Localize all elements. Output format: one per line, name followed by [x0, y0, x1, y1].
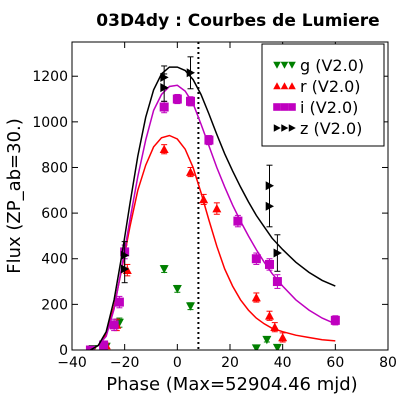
x-tick-label: 0 [173, 355, 182, 371]
r-band-point [265, 311, 274, 320]
z-band-point [265, 201, 274, 211]
y-tick-label: 1200 [32, 69, 68, 85]
i-band-point [233, 216, 243, 226]
legend-marker-r [280, 82, 289, 90]
g-band-point [262, 335, 272, 345]
x-tick-label: 60 [326, 355, 344, 371]
y-tick-label: 800 [41, 160, 68, 176]
x-tick-label: 20 [221, 355, 239, 371]
legend-marker-g [288, 61, 296, 69]
legend-marker-i [288, 103, 296, 111]
i-band-point [159, 102, 169, 112]
plot-inner [85, 42, 340, 350]
legend-label-z: z (V2.0) [300, 119, 362, 138]
i-band-point [85, 345, 95, 350]
r-band-point [278, 332, 288, 342]
x-tick-label: 40 [274, 355, 292, 371]
legend-label-i: i (V2.0) [300, 98, 358, 117]
legend-marker-g [280, 61, 289, 69]
y-tick-label: 0 [59, 343, 68, 359]
x-tick-label: −20 [110, 355, 140, 371]
g-band-point [172, 285, 182, 294]
i-band-point [114, 297, 124, 307]
y-tick-label: 1000 [32, 115, 68, 131]
i-band-point [99, 340, 109, 350]
x-axis-label: Phase (Max=52904.46 mjd) [106, 374, 357, 395]
legend-marker-r [273, 82, 281, 90]
z-band-point [160, 72, 169, 82]
z-band-point [273, 248, 282, 258]
i-band-point [186, 96, 195, 106]
legend: g (V2.0) r (V2.0) i (V2.0) z (V2.0) [261, 43, 385, 147]
g-band-point [251, 344, 261, 350]
r-band-point [159, 144, 169, 154]
i-band-point [204, 135, 214, 145]
i-band-point [172, 94, 182, 104]
z-band-point [120, 264, 130, 274]
i-band-point [272, 277, 282, 287]
g-band-point [272, 343, 282, 350]
r-band-point [270, 322, 280, 332]
x-tick-label: −40 [57, 355, 87, 371]
y-tick-label: 400 [41, 252, 68, 268]
y-tick-label: 200 [41, 297, 68, 313]
r-band-fit-curve [90, 134, 336, 350]
g-band-point [159, 265, 169, 274]
z-band-point [186, 68, 195, 78]
legend-label-r: r (V2.0) [300, 77, 361, 96]
r-band-point [186, 167, 195, 176]
z-band-fit-curve [90, 66, 336, 350]
y-axis-label: Flux (ZP_ab=30.) [4, 118, 25, 274]
r-band-point [199, 194, 209, 204]
legend-marker-z [273, 124, 281, 132]
chart-title: 03D4dy : Courbes de Lumiere [96, 11, 379, 31]
legend-marker-g [273, 61, 281, 69]
i-band-point [109, 320, 119, 330]
legend-marker-i [280, 103, 289, 111]
r-band-point [251, 293, 261, 302]
r-band-point [212, 204, 222, 213]
legend-marker-z [288, 124, 296, 132]
legend-marker-z [281, 124, 289, 132]
i-band-point [330, 315, 340, 325]
legend-marker-i [273, 103, 281, 111]
i-band-point [265, 259, 274, 269]
legend-marker-r [288, 82, 296, 90]
legend-label-g: g (V2.0) [300, 56, 364, 75]
i-band-point [251, 254, 261, 264]
y-tick-label: 600 [41, 206, 68, 222]
plot-area [85, 42, 340, 350]
g-band-point [186, 302, 195, 311]
x-tick-label: 80 [379, 355, 397, 371]
